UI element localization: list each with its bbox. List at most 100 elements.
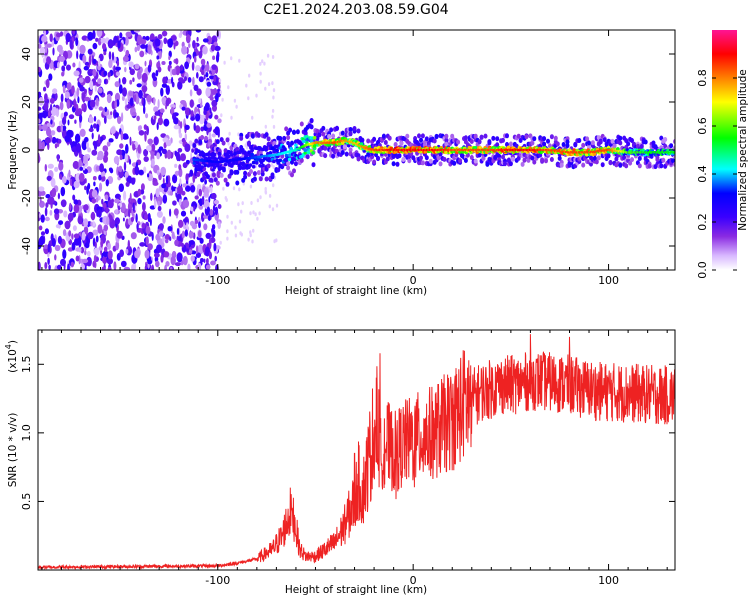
spectrogram-noise-cell xyxy=(129,79,133,85)
spectrogram-noise-cell xyxy=(94,241,97,248)
spectrogram-ridge-cell xyxy=(250,148,254,153)
spectrogram-noise-cell xyxy=(44,137,51,144)
spectrogram-noise-cell xyxy=(60,124,63,133)
spectrogram-noise-cell xyxy=(87,182,91,190)
spectrogram-noise-cell xyxy=(173,124,180,130)
spectrogram-noise-cell xyxy=(203,223,208,231)
spectrogram-noise-cell xyxy=(92,58,97,65)
spectrogram-noise-cell xyxy=(228,131,231,136)
spectrogram-noise-cell xyxy=(104,106,108,112)
spectrogram-halo-cell xyxy=(655,157,660,163)
spectrogram-noise-cell xyxy=(177,81,183,90)
spectrogram-noise-cell xyxy=(143,149,149,157)
spectrogram-noise-cell xyxy=(46,175,52,181)
spectrogram-noise-cell xyxy=(133,191,139,198)
spectrogram-noise-cell xyxy=(251,239,254,244)
spectrogram-noise-cell xyxy=(261,59,264,64)
spectrogram-noise-cell xyxy=(232,186,236,191)
spectrogram-noise-cell xyxy=(174,66,177,76)
spectrogram-noise-cell xyxy=(160,87,164,97)
spectrogram-halo-cell xyxy=(276,167,281,173)
chart-title: C2E1.2024.203.08.59.G04 xyxy=(263,2,448,18)
spectrogram-noise-cell xyxy=(193,205,196,212)
spectrogram-noise-cell xyxy=(186,248,190,253)
spectrogram-noise-cell xyxy=(50,177,56,188)
spectrogram-halo-cell xyxy=(477,139,482,145)
spectrogram-noise-cell xyxy=(188,249,193,254)
spectrogram-noise-cell xyxy=(210,260,216,266)
spectrogram-noise-cell xyxy=(68,230,72,237)
spectrogram-noise-cell xyxy=(78,172,85,182)
snr-frame xyxy=(37,329,676,571)
spectrogram-noise-cell xyxy=(48,73,53,81)
spectrogram-noise-cell xyxy=(50,103,53,111)
spectrogram-noise-cell xyxy=(147,259,153,265)
spectrogram-noise-cell xyxy=(86,141,89,149)
spectrogram-noise-cell xyxy=(56,264,62,270)
spectrogram-halo-cell xyxy=(452,160,457,166)
spectrogram-halo-cell xyxy=(637,163,642,169)
spectrogram-noise-cell xyxy=(55,224,61,229)
spectrogram-noise-cell xyxy=(249,233,252,238)
spectrogram-halo-cell xyxy=(391,161,396,167)
spectrogram-halo-cell xyxy=(434,133,439,139)
spectrogram-noise-cell xyxy=(91,221,96,227)
spectrogram-noise-cell xyxy=(123,161,127,172)
spectrogram-noise-cell xyxy=(162,194,168,204)
spectrogram-noise-cell xyxy=(88,128,94,132)
spectrogram-ridge-cell xyxy=(222,167,226,172)
spectrogram-ridge-cell xyxy=(273,144,278,149)
spectrogram-noise-cell xyxy=(248,73,251,78)
spectrogram-noise-cell xyxy=(136,115,140,122)
spectrogram-halo-cell xyxy=(559,162,564,168)
spectrogram-ridge-cell xyxy=(286,141,290,145)
spectrogram-noise-cell xyxy=(61,175,67,184)
spectrogram-noise-cell xyxy=(230,115,233,120)
spectrogram-noise-cell xyxy=(160,254,164,263)
spectrogram-noise-cell xyxy=(50,119,53,125)
spectrogram-noise-cell xyxy=(182,255,188,266)
spectrogram-noise-cell xyxy=(82,165,86,171)
colorbar-tick-label: 0.0 xyxy=(696,261,709,279)
spectrogram-noise-cell xyxy=(161,183,167,189)
spectrogram-noise-cell xyxy=(91,149,98,156)
spectrogram-noise-cell xyxy=(97,224,103,234)
spectrogram-noise-cell xyxy=(272,88,276,93)
spectrogram-noise-cell xyxy=(181,242,185,248)
spectrogram-halo-cell xyxy=(420,160,425,166)
spectrogram-noise-cell xyxy=(203,74,206,80)
spectrogram-noise-cell xyxy=(102,250,109,258)
spectrogram-noise-cell xyxy=(256,198,260,203)
spectrogram-noise-cell xyxy=(38,106,42,111)
spectrogram-noise-cell xyxy=(214,206,219,216)
colorbar-tick-label: 0.6 xyxy=(696,117,709,135)
spectrogram-halo-cell xyxy=(243,174,248,180)
spectrogram-halo-cell xyxy=(370,154,375,160)
spectrogram-noise-cell xyxy=(141,72,148,83)
spectrogram-noise-cell xyxy=(252,228,255,233)
spectrogram-noise-cell xyxy=(168,55,171,61)
spectrogram-halo-cell xyxy=(327,134,332,139)
spectrogram-halo-cell xyxy=(549,134,554,140)
spectrogram-ridge-cell xyxy=(312,136,317,140)
spectrogram-noise-cell xyxy=(196,187,199,198)
spectrogram-noise-cell xyxy=(146,94,152,103)
spectrogram-halo-cell xyxy=(323,153,328,159)
spectrogram-halo-cell xyxy=(266,136,271,142)
spectrogram-noise-cell xyxy=(90,211,96,221)
spectrogram-noise-cell xyxy=(106,93,112,104)
spectrogram-halo-cell xyxy=(573,142,578,148)
spectrogram-noise-cell xyxy=(130,177,136,185)
spectrogram-ridge-cell xyxy=(264,145,269,150)
spectrogram-halo-cell xyxy=(671,158,675,164)
spectrogram-halo-cell xyxy=(420,133,425,139)
spectrogram-halo-cell xyxy=(356,156,361,162)
spectrogram-noise-cell xyxy=(48,264,51,270)
spectrogram-ridge-cell xyxy=(197,149,201,153)
spectrogram-ridge-cell xyxy=(239,161,243,166)
spectrogram-noise-cell xyxy=(116,230,123,239)
spectrogram-noise-cell xyxy=(91,198,97,204)
spectrogram-noise-cell xyxy=(147,138,153,145)
spectrogram-ridge-cell xyxy=(292,157,297,162)
spectrogram-halo-cell xyxy=(315,135,320,141)
